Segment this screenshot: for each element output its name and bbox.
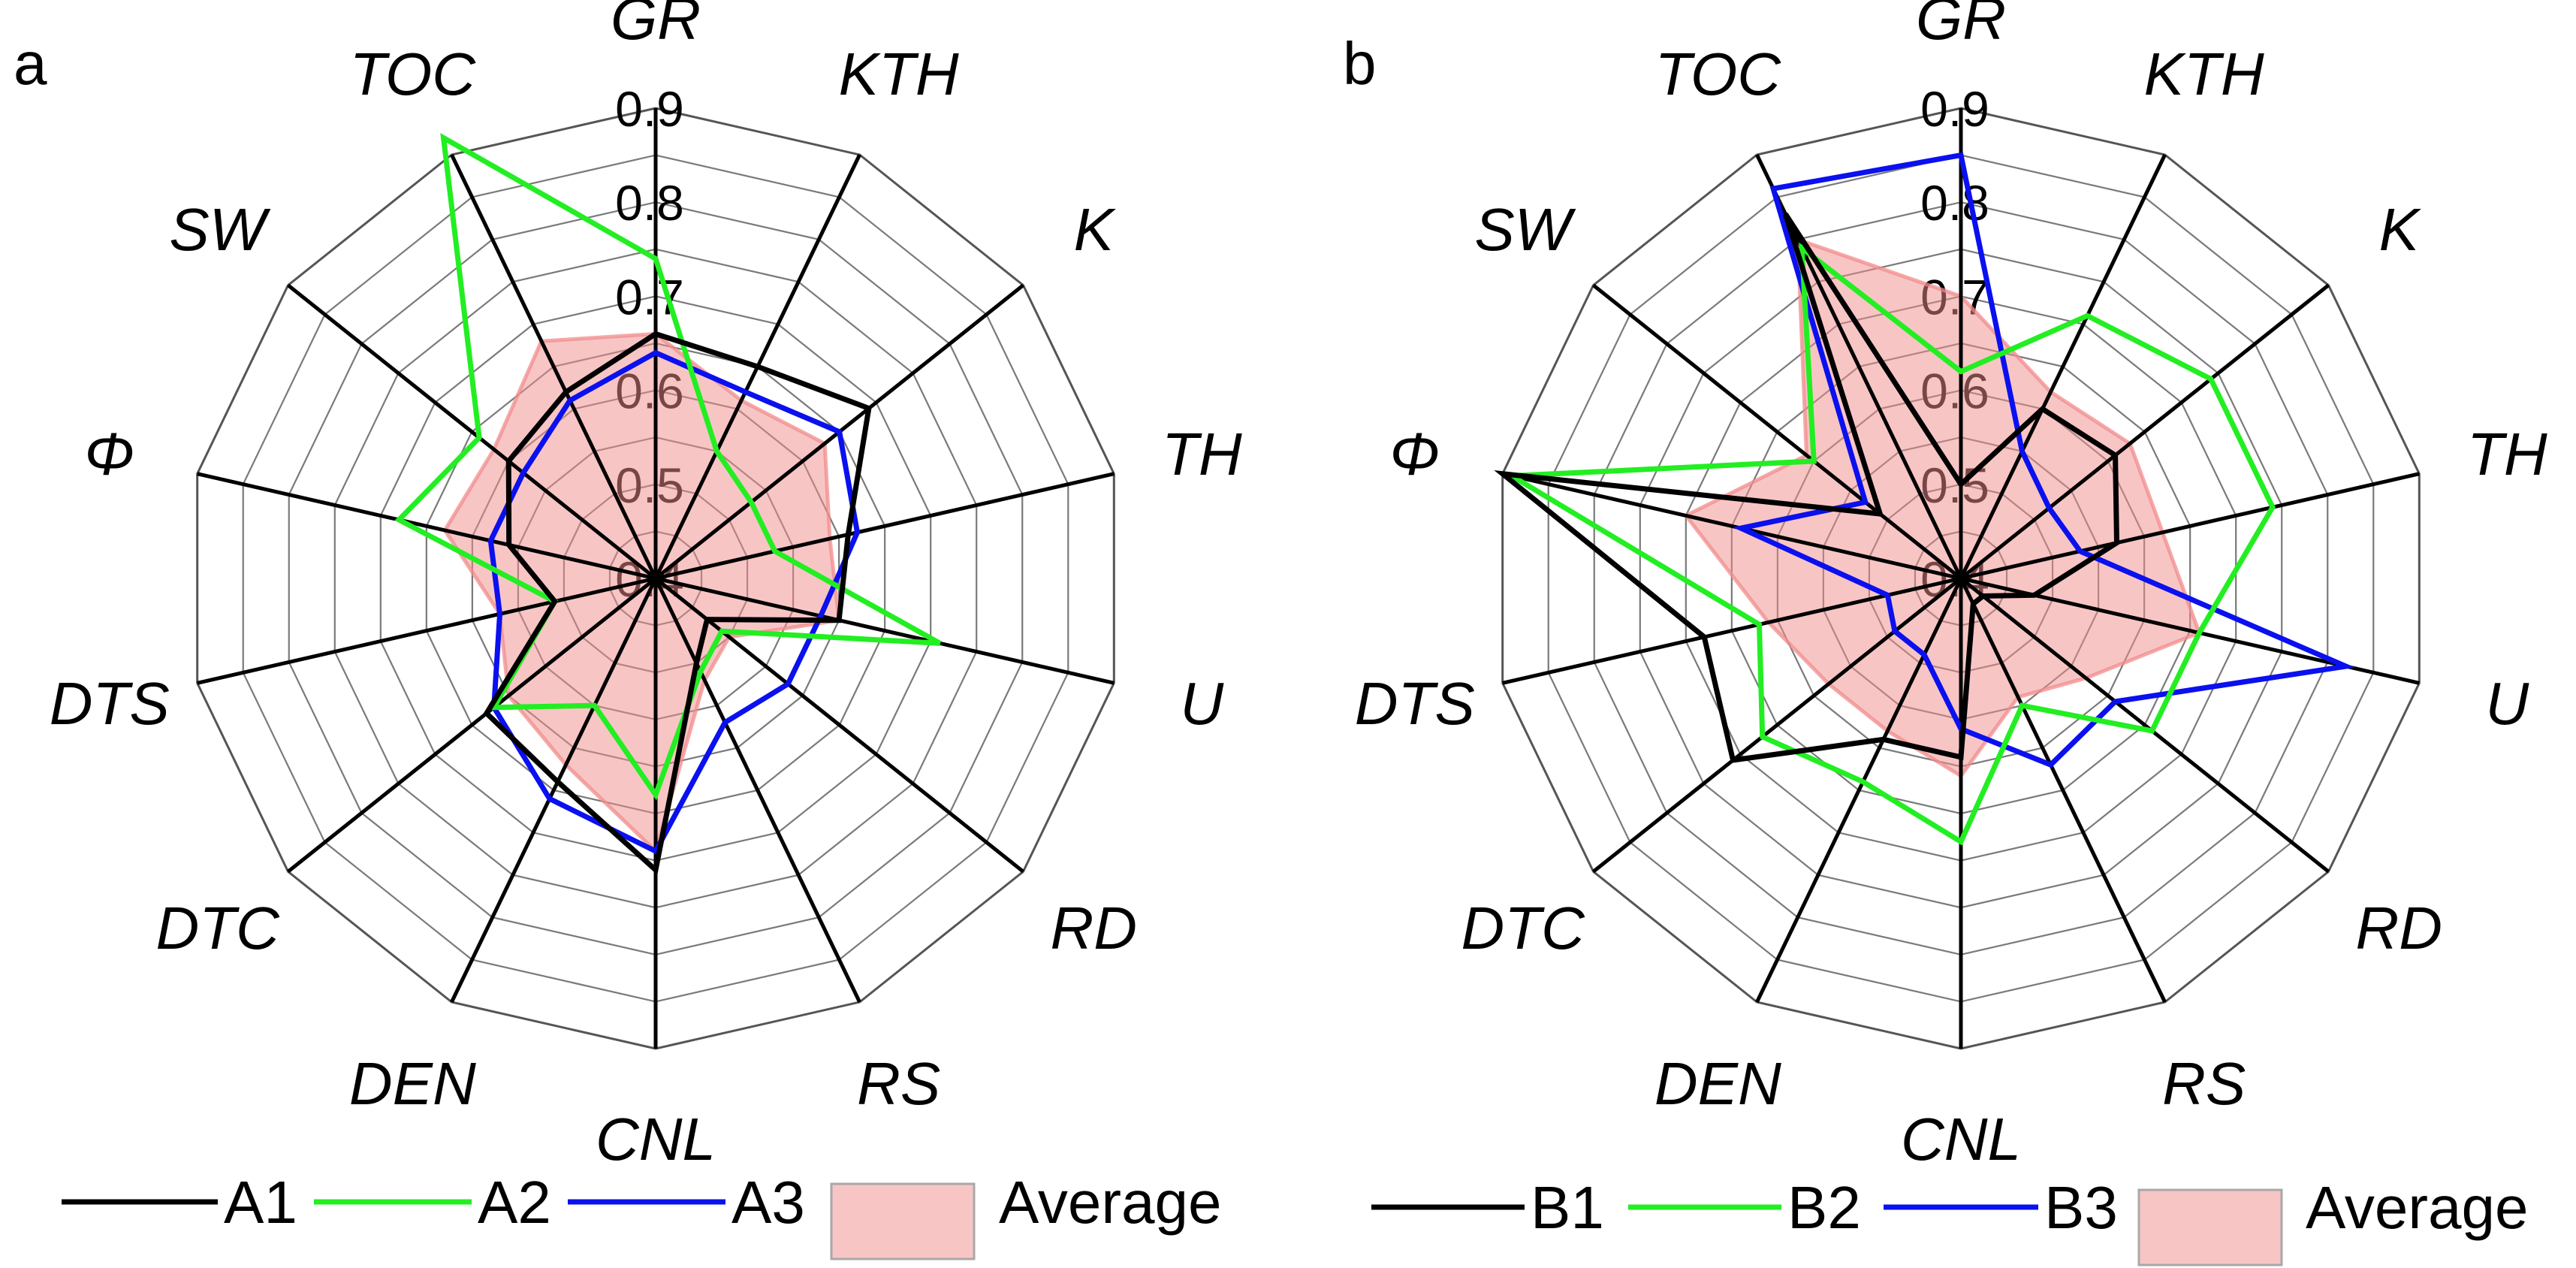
axis-label-rs: RS xyxy=(2162,1050,2246,1117)
legend: A1 A2 A3 Average xyxy=(62,1169,1222,1260)
radar-panel-b: 0.40.50.60.70.80.9GRKTHKTHURDRSCNLDENDTC… xyxy=(1343,0,2547,1266)
axis-label-den: DEN xyxy=(1654,1050,1781,1117)
axis-label-sw: SW xyxy=(1474,196,1576,263)
axis-label-k: K xyxy=(1074,196,1117,263)
axis-spoke-rd xyxy=(654,577,1024,874)
axis-label-th: TH xyxy=(2467,421,2547,488)
axis-spoke-dtc xyxy=(1592,577,1962,874)
panel-letter: a xyxy=(14,30,47,97)
legend-label-b2: B2 xyxy=(1787,1174,1861,1241)
axis-label-toc: TOC xyxy=(1655,41,1782,107)
axis-spoke-rs xyxy=(653,577,861,1004)
axis-spoke-phi xyxy=(1502,472,1962,581)
legend-label-b3: B3 xyxy=(2044,1174,2118,1241)
axis-label-dtc: DTC xyxy=(1461,895,1586,962)
legend-swatch-average xyxy=(2137,1188,2283,1266)
legend-label-average: Average xyxy=(999,1169,1222,1236)
panel-letter: b xyxy=(1343,30,1377,97)
axis-label-toc: TOC xyxy=(350,41,477,107)
axis-label-u: U xyxy=(2485,670,2529,737)
axis-label-gr: GR xyxy=(1916,0,2006,52)
axis-spoke-dtc xyxy=(287,577,657,874)
axis-spoke-phi xyxy=(197,472,656,581)
axis-label-dtc: DTC xyxy=(156,895,281,962)
axis-label-th: TH xyxy=(1162,421,1242,488)
series-b2-line xyxy=(1503,242,2276,846)
axis-label-kth: KTH xyxy=(839,41,959,107)
axis-spoke-th xyxy=(655,472,1115,581)
axis-spoke-sw xyxy=(287,283,657,580)
axis-spoke-u xyxy=(655,576,1115,685)
axis-spoke-den xyxy=(450,577,658,1004)
axis-label-cnl: CNL xyxy=(596,1106,716,1173)
axis-label-cnl: CNL xyxy=(1901,1106,2021,1173)
axis-label-dts: DTS xyxy=(50,670,170,737)
axis-label-rd: RD xyxy=(1050,895,1137,962)
legend-label-b1: B1 xyxy=(1531,1174,1604,1241)
axis-label-rs: RS xyxy=(857,1050,940,1117)
series-a3-line xyxy=(487,349,861,855)
axis-spoke-sw xyxy=(1592,283,1962,580)
axis-label-dts: DTS xyxy=(1355,670,1475,737)
axis-spoke-den xyxy=(1755,577,1963,1004)
legend-swatch-average xyxy=(830,1182,976,1260)
axis-spoke-th xyxy=(1960,472,2420,581)
radar-panel-a: 0.40.50.60.70.80.9GRKTHKTHURDRSCNLDENDTC… xyxy=(14,0,1242,1260)
tick-label: 0.8 xyxy=(1920,175,1989,231)
axis-label-k: K xyxy=(2379,196,2422,263)
legend-label-average: Average xyxy=(2306,1174,2529,1241)
tick-label: 0.9 xyxy=(1920,81,1989,137)
tick-label: 0.8 xyxy=(615,175,684,231)
axis-spoke-kth xyxy=(1959,153,2167,580)
axis-spoke-k xyxy=(1959,283,2330,580)
axis-label-rd: RD xyxy=(2355,895,2442,962)
axis-label-gr: GR xyxy=(611,0,701,52)
axis-spoke-toc xyxy=(450,153,658,580)
series-a1-line xyxy=(483,331,872,875)
axis-label-den: DEN xyxy=(349,1050,476,1117)
axis-label-phi: Φ xyxy=(84,421,134,488)
legend-label-a2: A2 xyxy=(478,1169,551,1236)
axis-label-kth: KTH xyxy=(2144,41,2264,107)
series-a2-line xyxy=(394,132,942,801)
axis-spoke-rs xyxy=(1959,577,2167,1004)
axis-spoke-dts xyxy=(197,576,656,685)
axis-spoke-rd xyxy=(1959,577,2330,874)
axis-label-sw: SW xyxy=(169,196,270,263)
axis-label-phi: Φ xyxy=(1389,421,1440,488)
axis-label-u: U xyxy=(1180,670,1224,737)
legend: B1 B2 B3 Average xyxy=(1371,1174,2529,1266)
tick-label: 0.9 xyxy=(615,81,684,137)
series-b1-line xyxy=(1494,213,2120,763)
legend-label-a1: A1 xyxy=(224,1169,297,1236)
legend-label-a3: A3 xyxy=(731,1169,805,1236)
